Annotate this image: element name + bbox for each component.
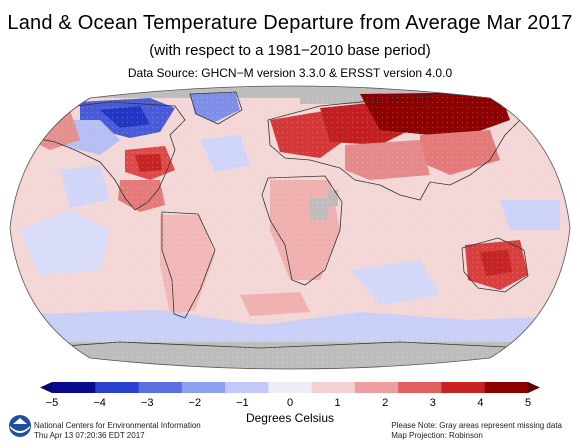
legend-swatch [95, 382, 140, 393]
legend-over-arrow [528, 382, 540, 393]
legend-tick-label: −5 [46, 397, 59, 409]
legend-swatch [268, 382, 313, 393]
legend-swatch [354, 382, 399, 393]
legend-tick-label: −1 [236, 397, 249, 409]
legend-tick-label: −3 [141, 397, 154, 409]
legend-swatch [52, 382, 96, 393]
legend-swatch [484, 382, 529, 393]
legend-title: Degrees Celsius [245, 411, 335, 425]
projection-note: Map Projection: Robinson [391, 431, 483, 440]
map-frame [9, 85, 571, 370]
generated-timestamp: Thu Apr 13 07:20:36 EDT 2017 [34, 431, 145, 440]
legend-tick-labels: −5 −4 −3 −2 −1 0 1 2 3 4 5 [46, 397, 531, 409]
legend-tick-label: 0 [287, 397, 293, 409]
data-source-text: Data Source: GHCN−M version 3.3.0 & ERSS… [127, 66, 453, 80]
legend-tick-label: 1 [335, 397, 341, 409]
map-body [10, 86, 570, 369]
legend-swatch [138, 382, 183, 393]
legend-tick-label: −2 [189, 397, 202, 409]
legend-tick-label: 2 [382, 397, 388, 409]
map-subtitle: (with respect to a 1981−2010 base period… [149, 42, 431, 59]
org-name: National Centers for Environmental Infor… [34, 421, 201, 430]
legend-swatch [225, 382, 269, 393]
legend-tick-label: −4 [93, 397, 106, 409]
grid-dot-overlay [10, 86, 570, 369]
map-title: Land & Ocean Temperature Departure from … [7, 12, 573, 34]
legend-swatch [441, 382, 486, 393]
legend-under-arrow [40, 382, 52, 393]
missing-data-note: Please Note: Gray areas represent missin… [391, 421, 562, 430]
legend-tick-label: 4 [477, 397, 483, 409]
legend-tick-label: 3 [430, 397, 436, 409]
legend-colorbar [40, 382, 540, 393]
legend-tick-label: 5 [525, 397, 531, 409]
legend-swatch [181, 382, 226, 393]
legend-swatch [398, 382, 442, 393]
world-anomaly-map [9, 85, 571, 370]
legend-swatch [311, 382, 356, 393]
noaa-logo-icon [9, 415, 31, 437]
footer-left: National Centers for Environmental Infor… [34, 421, 201, 441]
footer-right: Please Note: Gray areas represent missin… [391, 421, 562, 441]
color-legend: −5 −4 −3 −2 −1 0 1 2 3 4 5 [40, 382, 540, 409]
